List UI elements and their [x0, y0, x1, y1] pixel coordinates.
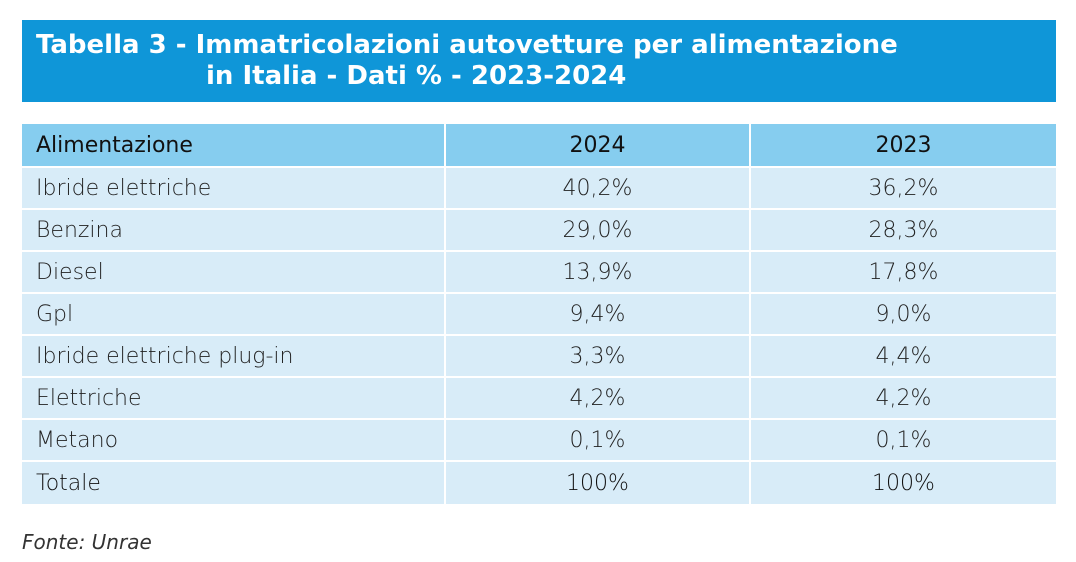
row-value-2023: 0,1%	[751, 420, 1056, 462]
header-row: Alimentazione 2024 2023	[22, 124, 1056, 168]
table-body: Ibride elettriche 40,2% 36,2% Benzina 29…	[22, 168, 1056, 504]
row-value-2024: 40,2%	[446, 168, 751, 210]
row-value-2024: 9,4%	[446, 294, 751, 336]
row-value-2023: 9,0%	[751, 294, 1056, 336]
row-label: Elettriche	[22, 378, 446, 420]
table-row: Ibride elettriche 40,2% 36,2%	[22, 168, 1056, 210]
row-label: Ibride elettriche plug-in	[22, 336, 446, 378]
row-value-2023: 17,8%	[751, 252, 1056, 294]
total-value-2024: 100%	[446, 462, 751, 504]
header-2023: 2023	[751, 124, 1056, 168]
total-row: Totale 100% 100%	[22, 462, 1056, 504]
table-header: Alimentazione 2024 2023	[22, 124, 1056, 168]
row-value-2024: 0,1%	[446, 420, 751, 462]
header-2024: 2024	[446, 124, 751, 168]
source-note: Fonte: Unrae	[22, 530, 152, 554]
table-row: Gpl 9,4% 9,0%	[22, 294, 1056, 336]
total-label: Totale	[22, 462, 446, 504]
row-value-2023: 4,2%	[751, 378, 1056, 420]
row-value-2024: 13,9%	[446, 252, 751, 294]
table-title-line-1: Tabella 3 - Immatricolazioni autovetture…	[36, 30, 898, 60]
table-title-line-2: in Italia - Dati % - 2023-2024	[206, 61, 627, 91]
table-row: Metano 0,1% 0,1%	[22, 420, 1056, 462]
table-row: Ibride elettriche plug-in 3,3% 4,4%	[22, 336, 1056, 378]
row-label: Benzina	[22, 210, 446, 252]
row-label: Diesel	[22, 252, 446, 294]
row-label: Gpl	[22, 294, 446, 336]
row-value-2023: 28,3%	[751, 210, 1056, 252]
table-row: Elettriche 4,2% 4,2%	[22, 378, 1056, 420]
total-value-2023: 100%	[751, 462, 1056, 504]
row-label: Metano	[22, 420, 446, 462]
row-value-2023: 36,2%	[751, 168, 1056, 210]
table-title-banner: Tabella 3 - Immatricolazioni autovetture…	[22, 20, 1056, 102]
row-value-2024: 4,2%	[446, 378, 751, 420]
row-value-2023: 4,4%	[751, 336, 1056, 378]
row-value-2024: 3,3%	[446, 336, 751, 378]
table-row: Diesel 13,9% 17,8%	[22, 252, 1056, 294]
header-alimentazione: Alimentazione	[22, 124, 446, 168]
fuel-registration-table: Alimentazione 2024 2023 Ibride elettrich…	[22, 124, 1056, 504]
row-value-2024: 29,0%	[446, 210, 751, 252]
table-row: Benzina 29,0% 28,3%	[22, 210, 1056, 252]
row-label: Ibride elettriche	[22, 168, 446, 210]
